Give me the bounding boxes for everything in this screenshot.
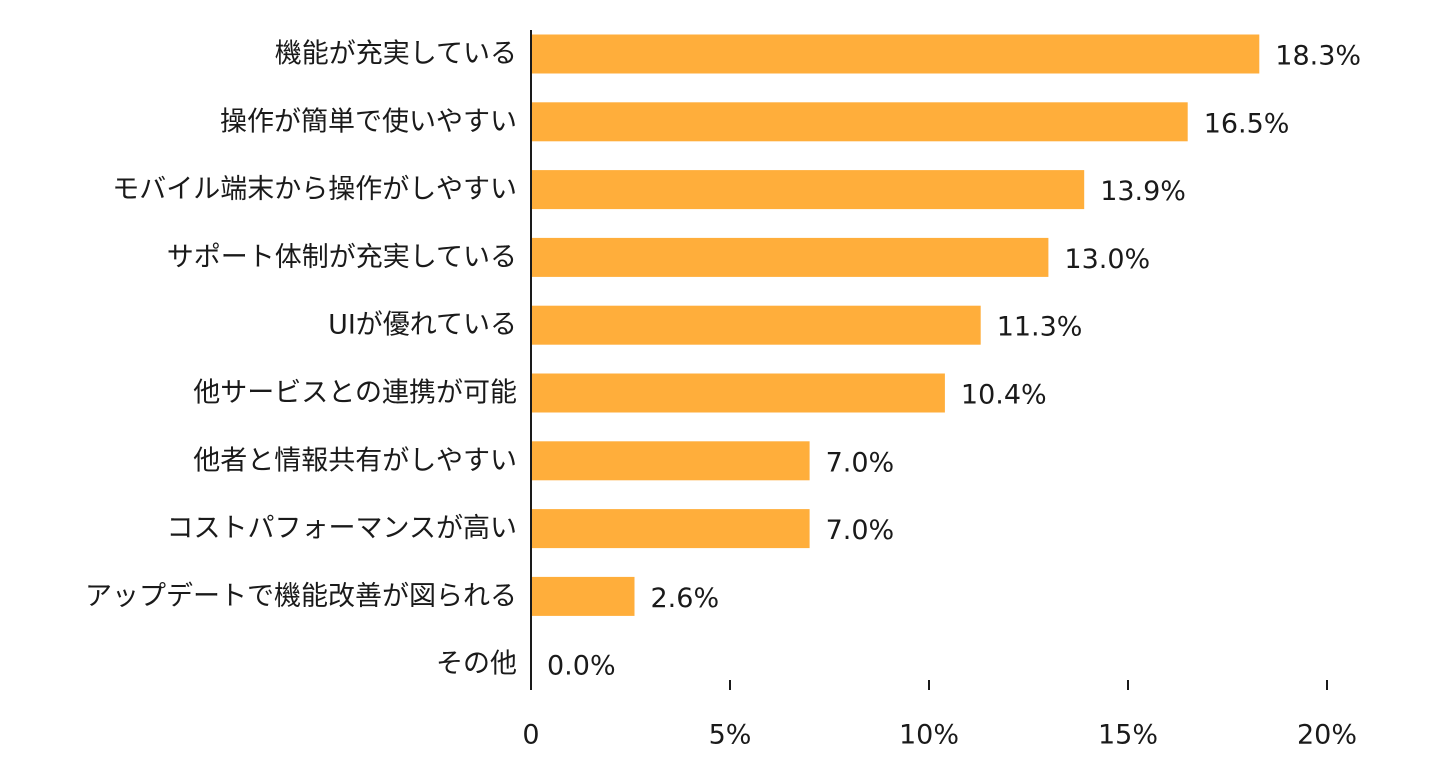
x-axis-ticks: 0 5% 10% 15% 20% [522,680,1357,751]
bar [531,441,810,481]
x-tick-label: 10% [899,720,959,751]
bar [531,576,635,616]
category-label: 他者と情報共有がしやすい [193,445,517,476]
value-label: 13.9% [1100,176,1186,207]
value-label: 0.0% [547,651,616,682]
bar [531,102,1188,142]
value-label: 10.4% [961,380,1047,411]
bar [531,34,1260,74]
category-labels: 機能が充実している操作が簡単で使いやすいモバイル端末から操作がしやすいサポート体… [85,39,517,680]
bar [531,373,945,413]
x-tick-label: 5% [709,720,752,751]
x-tick-label: 20% [1297,720,1357,751]
bar-group [531,34,1260,616]
category-label: コストパフォーマンスが高い [167,513,517,544]
category-label: その他 [436,649,517,680]
bar [531,237,1049,277]
category-label: UIが優れている [328,310,517,341]
category-label: 機能が充実している [275,39,517,70]
x-tick-label: 0 [522,720,539,751]
value-label: 16.5% [1204,108,1290,139]
value-label: 7.0% [826,515,895,546]
category-label: 操作が簡単で使いやすい [220,106,517,137]
category-label: サポート体制が充実している [167,242,517,273]
value-label: 7.0% [826,447,895,478]
value-label: 11.3% [997,312,1083,343]
value-label: 18.3% [1275,41,1361,72]
x-tick-label: 15% [1098,720,1158,751]
value-label: 13.0% [1064,244,1150,275]
category-label: アップデートで機能改善が図られる [85,581,517,612]
bar [531,305,981,345]
category-label: モバイル端末から操作がしやすい [112,174,517,205]
bar [531,509,810,549]
bar [531,170,1085,210]
category-label: 他サービスとの連携が可能 [193,378,517,409]
value-label: 2.6% [651,583,720,614]
value-labels: 18.3% 16.5% 13.9% 13.0% 11.3% 10.4% 7.0% 7.0% 2.… [547,41,1361,682]
